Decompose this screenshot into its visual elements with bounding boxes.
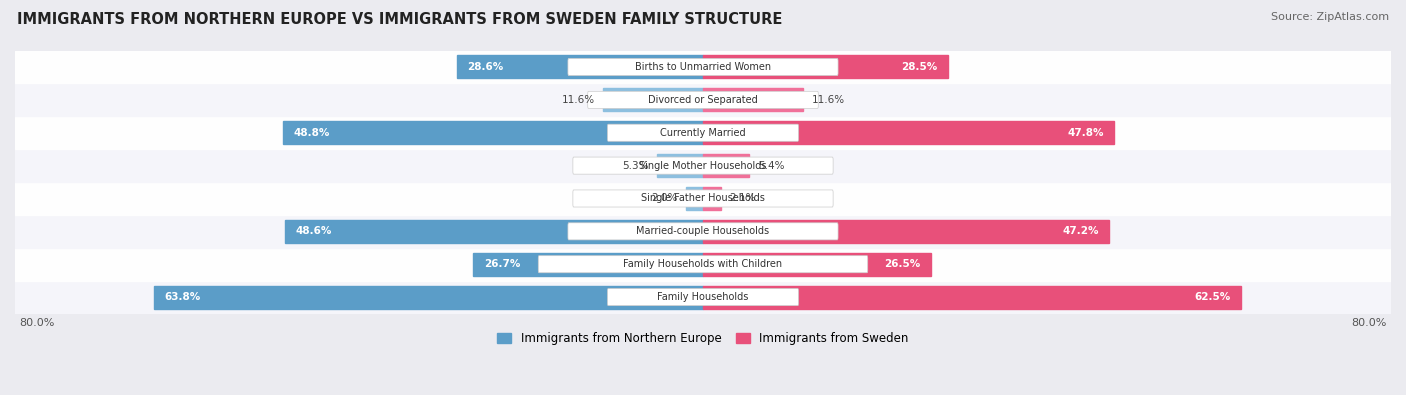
Text: 48.6%: 48.6% bbox=[295, 226, 332, 236]
Bar bbox=[15, 248, 1391, 281]
Bar bbox=[15, 149, 1391, 182]
FancyBboxPatch shape bbox=[607, 124, 799, 141]
Bar bbox=[686, 187, 703, 210]
Bar bbox=[15, 215, 1391, 248]
FancyBboxPatch shape bbox=[588, 91, 818, 108]
Bar bbox=[457, 55, 703, 79]
Legend: Immigrants from Northern Europe, Immigrants from Sweden: Immigrants from Northern Europe, Immigra… bbox=[492, 327, 914, 350]
Bar bbox=[15, 51, 1391, 83]
Text: Source: ZipAtlas.com: Source: ZipAtlas.com bbox=[1271, 12, 1389, 22]
Bar bbox=[703, 121, 1114, 144]
Text: 11.6%: 11.6% bbox=[561, 95, 595, 105]
Text: 62.5%: 62.5% bbox=[1194, 292, 1230, 302]
Bar bbox=[703, 253, 931, 276]
Text: 26.5%: 26.5% bbox=[884, 259, 921, 269]
Text: Family Households with Children: Family Households with Children bbox=[623, 259, 783, 269]
FancyBboxPatch shape bbox=[568, 223, 838, 240]
Bar bbox=[15, 182, 1391, 215]
FancyBboxPatch shape bbox=[538, 256, 868, 273]
Text: 26.7%: 26.7% bbox=[484, 259, 520, 269]
Bar bbox=[284, 121, 703, 144]
Text: 2.1%: 2.1% bbox=[730, 194, 756, 203]
FancyBboxPatch shape bbox=[572, 190, 834, 207]
Text: 28.5%: 28.5% bbox=[901, 62, 938, 72]
Bar bbox=[703, 88, 803, 111]
Text: Single Father Households: Single Father Households bbox=[641, 194, 765, 203]
Bar bbox=[703, 154, 749, 177]
Text: 48.8%: 48.8% bbox=[294, 128, 330, 138]
Text: IMMIGRANTS FROM NORTHERN EUROPE VS IMMIGRANTS FROM SWEDEN FAMILY STRUCTURE: IMMIGRANTS FROM NORTHERN EUROPE VS IMMIG… bbox=[17, 12, 782, 27]
Bar bbox=[155, 286, 703, 308]
Text: 5.4%: 5.4% bbox=[758, 161, 785, 171]
Text: 11.6%: 11.6% bbox=[811, 95, 845, 105]
FancyBboxPatch shape bbox=[572, 157, 834, 174]
Text: Single Mother Households: Single Mother Households bbox=[640, 161, 766, 171]
Bar bbox=[15, 281, 1391, 314]
Bar bbox=[474, 253, 703, 276]
Text: Births to Unmarried Women: Births to Unmarried Women bbox=[636, 62, 770, 72]
Text: 2.0%: 2.0% bbox=[651, 194, 678, 203]
Bar bbox=[703, 286, 1240, 308]
Text: 80.0%: 80.0% bbox=[20, 318, 55, 328]
FancyBboxPatch shape bbox=[568, 58, 838, 75]
Bar bbox=[15, 116, 1391, 149]
Bar bbox=[703, 187, 721, 210]
Text: 47.8%: 47.8% bbox=[1067, 128, 1104, 138]
Bar bbox=[15, 83, 1391, 116]
Bar bbox=[703, 55, 948, 79]
Text: Married-couple Households: Married-couple Households bbox=[637, 226, 769, 236]
Text: 63.8%: 63.8% bbox=[165, 292, 201, 302]
Bar bbox=[703, 220, 1109, 243]
Text: Divorced or Separated: Divorced or Separated bbox=[648, 95, 758, 105]
Text: Currently Married: Currently Married bbox=[661, 128, 745, 138]
Text: 5.3%: 5.3% bbox=[623, 161, 648, 171]
Bar bbox=[658, 154, 703, 177]
Text: 47.2%: 47.2% bbox=[1062, 226, 1098, 236]
Bar bbox=[285, 220, 703, 243]
Text: 80.0%: 80.0% bbox=[1351, 318, 1386, 328]
Text: Family Households: Family Households bbox=[658, 292, 748, 302]
FancyBboxPatch shape bbox=[607, 289, 799, 306]
Bar bbox=[603, 88, 703, 111]
Text: 28.6%: 28.6% bbox=[467, 62, 503, 72]
